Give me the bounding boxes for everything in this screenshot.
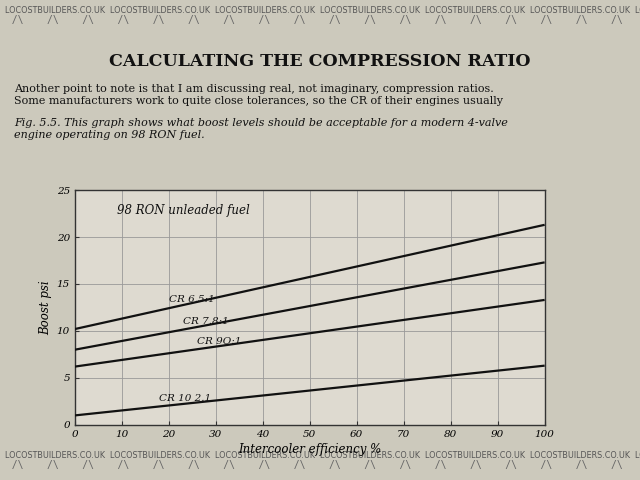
Text: LOCOSTBUILDERS.CO.UK  LOCOSTBUILDERS.CO.UK  LOCOSTBUILDERS.CO.UK  LOCOSTBUILDERS: LOCOSTBUILDERS.CO.UK LOCOSTBUILDERS.CO.U… — [0, 451, 640, 460]
Y-axis label: Boost psi: Boost psi — [40, 280, 52, 335]
Text: Some manufacturers work to quite close tolerances, so the CR of their engines us: Some manufacturers work to quite close t… — [14, 96, 503, 106]
Text: Another point to note is that I am discussing real, not imaginary, compression r: Another point to note is that I am discu… — [14, 84, 494, 95]
Text: Fig. 5.5. This graph shows what boost levels should be acceptable for a modern 4: Fig. 5.5. This graph shows what boost le… — [14, 118, 508, 140]
Text: 98 RON unleaded fuel: 98 RON unleaded fuel — [117, 204, 250, 217]
Text: CR 6.5:1: CR 6.5:1 — [169, 295, 214, 304]
Text: CALCULATING THE COMPRESSION RATIO: CALCULATING THE COMPRESSION RATIO — [109, 53, 531, 70]
Text: CR 10 2.1: CR 10 2.1 — [159, 394, 212, 403]
Text: CR 7.8:1: CR 7.8:1 — [183, 317, 228, 326]
X-axis label: Intercooler efficiency %: Intercooler efficiency % — [238, 443, 381, 456]
Text: /\    /\    /\    /\    /\    /\    /\    /\    /\    /\    /\    /\    /\    /\: /\ /\ /\ /\ /\ /\ /\ /\ /\ /\ /\ /\ /\ /… — [0, 15, 640, 25]
Text: CR 9O:1: CR 9O:1 — [197, 336, 241, 346]
Text: LOCOSTBUILDERS.CO.UK  LOCOSTBUILDERS.CO.UK  LOCOSTBUILDERS.CO.UK  LOCOSTBUILDERS: LOCOSTBUILDERS.CO.UK LOCOSTBUILDERS.CO.U… — [0, 6, 640, 15]
Text: /\    /\    /\    /\    /\    /\    /\    /\    /\    /\    /\    /\    /\    /\: /\ /\ /\ /\ /\ /\ /\ /\ /\ /\ /\ /\ /\ /… — [0, 460, 640, 470]
